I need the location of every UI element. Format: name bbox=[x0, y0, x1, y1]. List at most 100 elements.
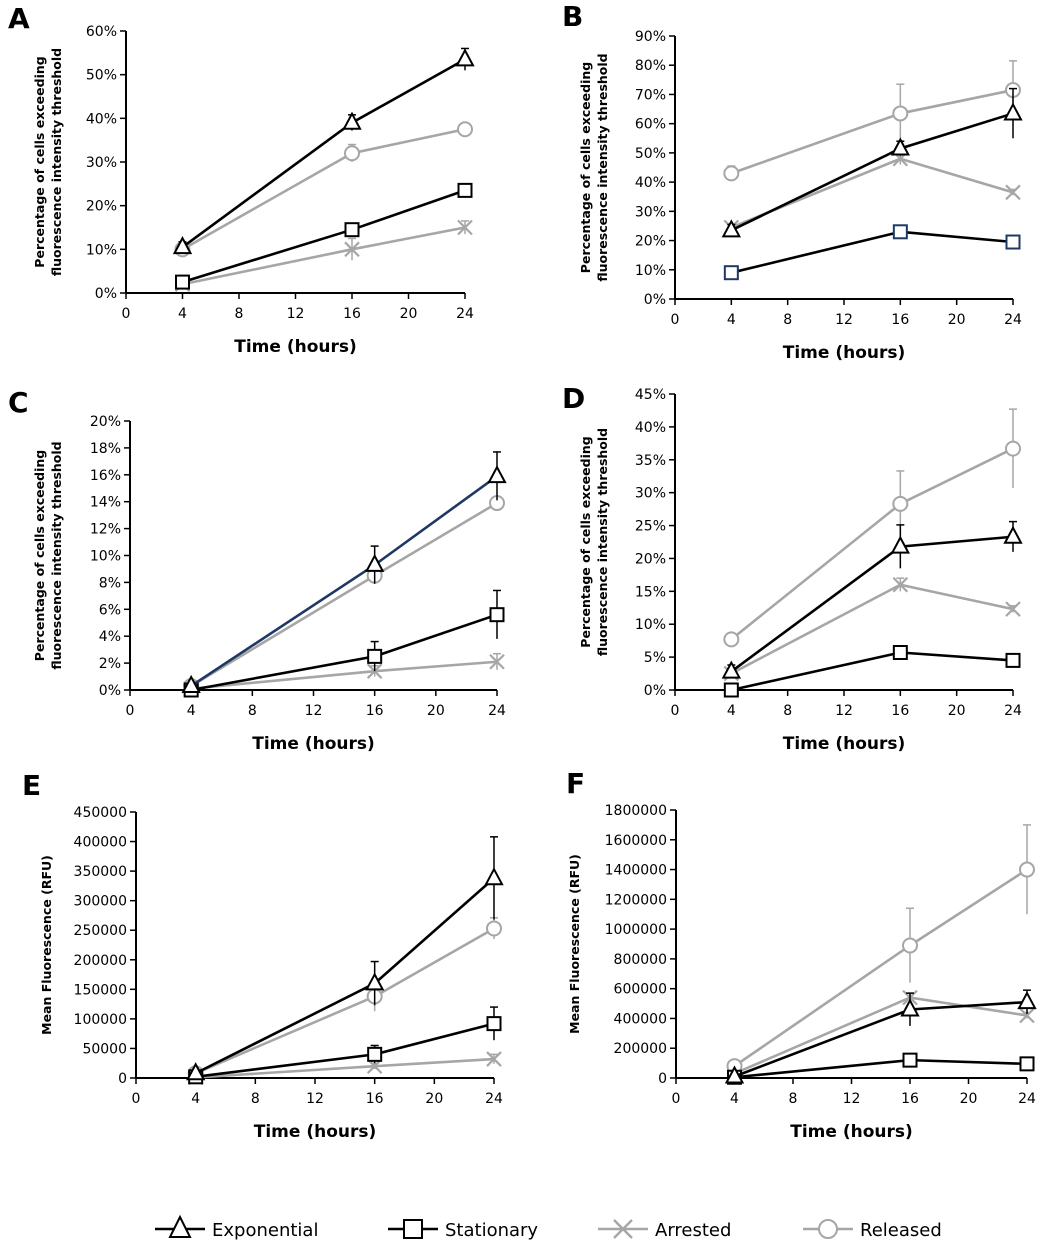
x-tick-label-b: 0 bbox=[671, 312, 680, 328]
series-line-stationary bbox=[731, 651, 1014, 692]
panel-label-c: C bbox=[8, 386, 29, 419]
y-tick-label-e: 50000 bbox=[82, 1041, 127, 1057]
data-point-arrested-stroke-b bbox=[1005, 601, 1021, 617]
series-released-d bbox=[723, 408, 1021, 648]
series-exponential-c bbox=[181, 451, 507, 693]
x-tick-label-f: 20 bbox=[960, 1091, 978, 1107]
series-stationary-f bbox=[727, 1052, 1035, 1085]
y-tick-label-e: 200000 bbox=[74, 953, 127, 969]
y-tick-label-a: 20% bbox=[86, 199, 117, 215]
y-tick-label-d: 15% bbox=[635, 584, 666, 600]
series-line-exponential bbox=[181, 58, 466, 249]
series-arrested-b bbox=[723, 150, 1021, 236]
data-point-arrested-stroke-b bbox=[1005, 184, 1021, 201]
y-tick-label-c: 16% bbox=[90, 468, 121, 484]
y-axis-title-c: Percentage of cells exceeding fluorescenc… bbox=[32, 441, 64, 669]
x-tick-label-a: 24 bbox=[456, 306, 474, 322]
x-tick-label-d: 8 bbox=[783, 703, 792, 719]
data-point-exponential bbox=[364, 553, 385, 572]
panel-label-b: B bbox=[562, 0, 583, 33]
data-point-released bbox=[723, 165, 740, 182]
y-tick-label-a: 30% bbox=[86, 155, 117, 171]
y-tick-label-d: 10% bbox=[635, 617, 666, 633]
data-point-exponential bbox=[724, 1065, 745, 1084]
y-axis-title-line: fluorescence intensity threshold bbox=[49, 48, 64, 276]
data-point-released bbox=[486, 920, 502, 937]
legend-marker-exponential bbox=[168, 1214, 192, 1238]
data-point-stationary bbox=[1019, 1056, 1035, 1072]
data-point-exponential bbox=[186, 1062, 206, 1081]
series-exponential-f bbox=[724, 989, 1037, 1084]
series-stationary-b bbox=[723, 224, 1021, 281]
y-tick-label-c: 14% bbox=[90, 495, 121, 511]
data-point-exponential bbox=[342, 111, 362, 130]
data-point-arrested bbox=[1005, 601, 1021, 617]
y-tick-label-e: 0 bbox=[118, 1071, 127, 1087]
x-tick-label-a: 4 bbox=[178, 306, 187, 322]
panel-a: A 0% 10% 20% 30% 40% 50% 60% 0 4 8 12 16 20 24 Time (ho… bbox=[8, 2, 475, 357]
x-tick-label-f: 4 bbox=[730, 1091, 739, 1107]
y-tick-label-d: 35% bbox=[635, 453, 666, 469]
x-tick-label-a: 16 bbox=[343, 306, 361, 322]
panel-e: E 0 50000 100000 150000 200000 250000 300000 350… bbox=[22, 769, 504, 1142]
series-line-arrested bbox=[730, 157, 1014, 229]
data-point-exponential bbox=[1017, 990, 1037, 1010]
panel-label-d: D bbox=[562, 382, 585, 415]
y-tick-label-a: 0% bbox=[95, 286, 117, 302]
legend-item-released: Released bbox=[803, 1219, 942, 1241]
x-tick-label-f: 8 bbox=[789, 1091, 798, 1107]
legend-marker-arrested-b bbox=[613, 1219, 633, 1239]
data-point-stationary bbox=[367, 648, 383, 664]
y-tick-label-d: 5% bbox=[644, 650, 666, 666]
series-released-c bbox=[183, 495, 505, 694]
y-tick-label-f: 1200000 bbox=[605, 892, 667, 908]
y-axis-title-line: Mean Fluorescence (RFU) bbox=[567, 854, 582, 1034]
x-axis-title-b: Time (hours) bbox=[783, 343, 906, 363]
y-tick-label-d: 25% bbox=[635, 519, 666, 535]
y-tick-label-f: 800000 bbox=[614, 952, 667, 968]
data-point-released bbox=[1019, 861, 1035, 878]
y-tick-label-d: 30% bbox=[635, 486, 666, 502]
data-point-stationary bbox=[892, 224, 908, 240]
y-tick-label-f: 1000000 bbox=[605, 922, 667, 938]
x-tick-label-e: 24 bbox=[485, 1091, 503, 1107]
data-point-exponential bbox=[487, 465, 507, 484]
x-tick-label-c: 20 bbox=[427, 703, 445, 719]
y-tick-label-f: 0 bbox=[658, 1071, 667, 1087]
legend-marker-released bbox=[818, 1219, 838, 1239]
data-point-exponential bbox=[181, 674, 201, 693]
panel-c: C 0% 2% 4% 6% 8% 10% 12% 14% 16% 18% 20% 0 4 8 12 16 20 24… bbox=[8, 386, 507, 754]
x-tick-label-e: 8 bbox=[251, 1091, 260, 1107]
data-point-arrested bbox=[457, 219, 473, 236]
data-point-stationary bbox=[902, 1052, 918, 1068]
x-axis-title-f: Time (hours) bbox=[790, 1122, 913, 1142]
data-point-exponential bbox=[1003, 102, 1023, 121]
data-point-released bbox=[902, 937, 918, 954]
series-released-f bbox=[726, 824, 1035, 1075]
data-point-exponential bbox=[484, 867, 504, 886]
series-arrested-d bbox=[723, 576, 1021, 682]
data-point-stationary bbox=[175, 274, 190, 290]
panel-label-a: A bbox=[8, 2, 30, 35]
y-tick-label-f: 1400000 bbox=[605, 863, 667, 879]
y-tick-label-e: 150000 bbox=[74, 982, 127, 998]
x-tick-label-d: 0 bbox=[671, 703, 680, 719]
x-axis-title-a: Time (hours) bbox=[234, 337, 357, 357]
panel-b: B 0% 10% 20% 30% 40% 50% 60% 70% 80% 90% 0 4 8 12 16 20 2… bbox=[562, 0, 1023, 363]
y-tick-label-b: 90% bbox=[635, 29, 666, 45]
data-point-exponential bbox=[364, 972, 385, 991]
y-tick-label-f: 200000 bbox=[614, 1041, 667, 1057]
data-point-arrested bbox=[1019, 1007, 1035, 1024]
series-line-released bbox=[190, 501, 498, 688]
y-axis-title-line: Mean Fluorescence (RFU) bbox=[39, 855, 54, 1035]
x-tick-label-e: 12 bbox=[306, 1091, 324, 1107]
x-tick-label-b: 24 bbox=[1004, 312, 1022, 328]
legend-label-stationary: Stationary bbox=[445, 1220, 538, 1241]
x-tick-label-f: 24 bbox=[1018, 1091, 1036, 1107]
series-line-stationary bbox=[190, 613, 498, 692]
data-point-stationary bbox=[457, 182, 473, 198]
data-point-arrested-stroke-b bbox=[892, 576, 909, 593]
data-point-arrested-stroke-b bbox=[486, 1051, 502, 1067]
x-tick-label-d: 20 bbox=[948, 703, 966, 719]
